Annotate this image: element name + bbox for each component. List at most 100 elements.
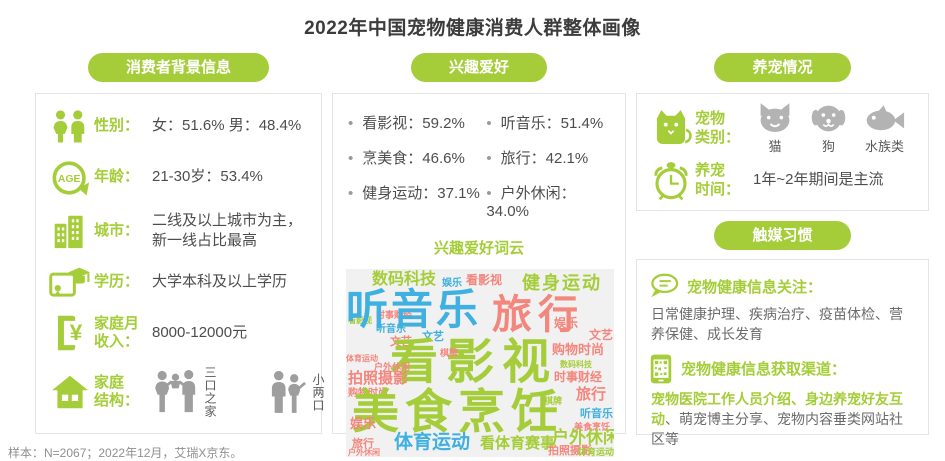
svg-text:¥: ¥ — [70, 320, 83, 345]
family-structure-label: 家庭 结构： — [94, 373, 140, 410]
family-of-three-icon — [152, 370, 198, 414]
wordcloud-word: 数码科技 — [560, 360, 592, 369]
gender-value: 女：51.6% 男：48.4% — [152, 117, 302, 135]
wordcloud-word: 文艺 — [390, 336, 412, 348]
pet-type-items: 猫 — [753, 102, 918, 155]
wordcloud-word: 棋牌 — [544, 396, 563, 406]
wordcloud-word: 旅行 — [492, 293, 584, 337]
row-age: AGE 年龄： 21-30岁：53.4% — [46, 158, 311, 198]
gender-label: 性别： — [94, 117, 140, 135]
row-education: 学历： 大学本科及以上学历 — [46, 264, 311, 300]
pet-ownership-header: 养宠情况 — [714, 53, 851, 82]
couple-icon — [266, 370, 306, 414]
wordcloud-word: 文艺 — [422, 331, 444, 343]
wordcloud-word: 购物时尚 — [348, 388, 388, 399]
wordcloud-word: 听音乐 — [346, 286, 482, 333]
wordcloud-word: 听音乐 — [376, 324, 406, 335]
interest-item: 听音乐：51.4% — [486, 112, 610, 133]
interest-item: 看影视：59.2% — [348, 112, 486, 133]
pet-time-value: 1年~2年期间是主流 — [753, 171, 884, 189]
section-interests: 兴趣爱好 看影视：59.2% 听音乐：51.4% 烹美食：46.6% 旅行：42… — [332, 53, 626, 457]
wordcloud-word: 娱乐 — [350, 416, 377, 431]
pet-cat-caption: 猫 — [768, 138, 782, 154]
row-city: 城市： 二线及以上城市为主，新一线占比最高 — [46, 211, 311, 252]
interest-item: 旅行：42.1% — [486, 147, 610, 168]
wordcloud-word: 购物时尚 — [552, 342, 605, 357]
wordcloud-word: 美食烹饪 — [352, 385, 564, 438]
education-icon — [46, 264, 94, 300]
dog-face-icon — [811, 103, 846, 134]
channel-heading: 宠物健康信息获取渠道： — [649, 354, 916, 384]
wordcloud-word: 娱乐 — [554, 316, 579, 330]
cat-icon — [647, 107, 695, 151]
interest-item: 户外休闲：34.0% — [486, 182, 610, 220]
pet-time-label: 养宠 时间： — [695, 161, 741, 198]
couple: 小两口 — [266, 370, 348, 414]
income-label: 家庭月 收入： — [94, 314, 140, 351]
attention-heading: 宠物健康信息关注： — [649, 273, 916, 299]
pet-dog: 狗 — [811, 103, 846, 155]
channel-value: 宠物医院工作人员介绍、身边养宠好友互动、萌宠博主分享、宠物内容垂类网站社区等 — [651, 389, 916, 450]
wordcloud: 数码科技 娱乐 看影视 健身运动 看影视 时事财经 听音乐 旅行 娱乐 文艺 文艺 听音乐 文艺 看影视购… — [346, 269, 614, 457]
speech-bubble-icon — [649, 273, 679, 299]
consumer-background-header: 消费者背景信息 — [87, 53, 269, 82]
wordcloud-title: 兴趣爱好词云 — [433, 240, 524, 257]
attention-value: 日常健康护理、疾病治疗、疫苗体检、营养保健、成长发育 — [651, 306, 903, 343]
wordcloud-word: 看影视 — [390, 336, 559, 389]
interest-item: 健身运动：37.1% — [348, 182, 486, 220]
row-pet-type: 宠物 类别： — [647, 102, 918, 155]
family-of-three-caption: 三口之家 — [203, 366, 217, 419]
age-value: 21-30岁：53.4% — [152, 168, 263, 186]
couple-caption: 小两口 — [311, 372, 325, 412]
row-gender: 性别： 女：51.6% 男：48.4% — [46, 109, 311, 145]
city-icon — [46, 212, 94, 250]
media-habits-box: 宠物健康信息关注： 日常健康护理、疾病治疗、疫苗体检、营养保健、成长发育 — [636, 259, 929, 447]
pet-dog-caption: 狗 — [821, 138, 835, 154]
wordcloud-word: 户外休闲 — [374, 362, 411, 372]
wordcloud-word: 文艺 — [589, 328, 614, 342]
wordcloud-word: 拍照摄影 — [348, 370, 409, 387]
section-consumer-background: 消费者背景信息 性别： 女：51.6% 男：48.4% — [35, 53, 325, 434]
gender-icon — [46, 109, 94, 145]
fish-icon — [864, 104, 905, 134]
wordcloud-word: 棋牌 — [440, 348, 459, 358]
wordcloud-word: 时事财经 — [376, 310, 413, 320]
wordcloud-word: 数码科技 — [372, 271, 437, 288]
city-value: 二线及以上城市为主，新一线占比最高 — [152, 211, 303, 249]
wordcloud-word: 拍照摄影 — [548, 445, 592, 457]
age-label: 年龄： — [94, 168, 140, 186]
pet-ownership-box: 宠物 类别： — [636, 93, 929, 211]
wordcloud-word: 看影视 — [466, 273, 503, 287]
pet-fish: 水族类 — [864, 104, 905, 155]
income-icon: ¥ — [46, 313, 94, 353]
pet-type-label: 宠物 类别： — [695, 109, 741, 146]
wordcloud-word: 体育运动 — [578, 447, 614, 457]
wordcloud-word: 看影视 — [348, 316, 372, 325]
channel-label: 宠物健康信息获取渠道： — [681, 361, 847, 379]
wordcloud-word: 娱乐 — [442, 278, 462, 289]
wordcloud-word: 户外休闲 — [552, 428, 614, 447]
wordcloud-word: 时事财经 — [554, 370, 603, 384]
wordcloud-word: 健身运动 — [522, 273, 602, 293]
wordcloud-word: 旅行 — [576, 386, 607, 403]
channel-rest: 、萌宠博主分享、宠物内容垂类网站社区等 — [651, 410, 903, 448]
wordcloud-word: 听音乐 — [580, 408, 613, 420]
phone-qr-icon — [649, 354, 673, 384]
row-family-structure: 家庭 结构： — [46, 366, 325, 418]
family-of-three: 三口之家 — [152, 366, 252, 418]
pet-fish-caption: 水族类 — [864, 138, 904, 154]
interests-header: 兴趣爱好 — [410, 53, 547, 82]
channel-highlight: 宠物医院工作人员介绍、身边养宠好友互动 — [651, 390, 903, 427]
wordcloud-word: 体育运动 — [346, 354, 378, 363]
city-label: 城市： — [94, 221, 140, 239]
svg-text:AGE: AGE — [58, 174, 81, 185]
attention-label: 宠物健康信息关注： — [687, 278, 823, 296]
media-habits-header: 触媒习惯 — [714, 221, 851, 250]
page-title: 2022年中国宠物健康消费人群整体画像 — [304, 18, 641, 39]
wordcloud-word: 体育运动 — [394, 432, 471, 453]
columns: 消费者背景信息 性别： 女：51.6% 男：48.4% — [35, 53, 930, 457]
house-icon — [46, 374, 94, 410]
wordcloud-word: 美食烹饪 — [574, 422, 611, 432]
income-value: 8000-12000元 — [152, 324, 248, 342]
